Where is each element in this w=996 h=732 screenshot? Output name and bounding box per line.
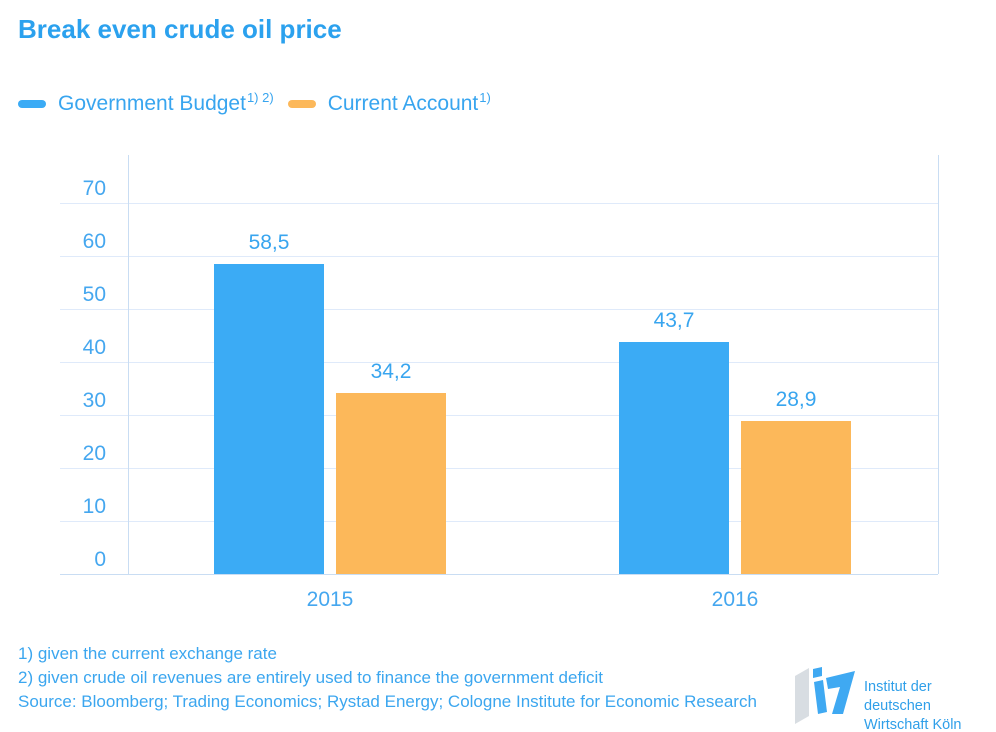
ytick-label-0: 0	[94, 548, 106, 571]
ytick-label-10: 10	[82, 495, 106, 518]
gridline-60	[60, 256, 938, 257]
page-title: Break even crude oil price	[18, 14, 342, 44]
footnote-2: 2) given crude oil revenues are entirely…	[18, 668, 603, 687]
gridline-40	[60, 362, 938, 363]
y-axis-line	[128, 155, 129, 574]
value-label-current-account-2015: 34,2	[370, 359, 412, 383]
category-label-2016: 2016	[711, 588, 759, 611]
gridline-70	[60, 203, 938, 204]
bar-government-budget-2016	[619, 342, 729, 574]
ytick-label-20: 20	[82, 442, 106, 465]
plot-right-line	[938, 155, 939, 574]
gridline-10	[60, 521, 938, 522]
logo-text-line1: Institut der deutschen	[864, 679, 932, 714]
chart-legend: Government Budget 1) 2) Current Account …	[18, 89, 491, 116]
gridline-30	[60, 415, 938, 416]
bar-current-account-2016	[741, 420, 851, 574]
value-label-current-account-2016: 28,9	[775, 387, 817, 411]
ytick-label-70: 70	[82, 177, 106, 200]
gridline-20	[60, 468, 938, 469]
source-line: Source: Bloomberg; Trading Economics; Ry…	[18, 692, 757, 711]
gridline-0	[60, 574, 938, 575]
category-label-2015: 2015	[306, 588, 354, 611]
legend-label: Current Account	[327, 92, 479, 115]
legend-footnote-marker: 1) 2)	[246, 89, 274, 105]
bar-current-account-2015	[336, 392, 446, 574]
legend-swatch-orange	[287, 100, 316, 108]
gridline-50	[60, 309, 938, 310]
value-label-government-budget-2016: 43,7	[653, 309, 695, 333]
ytick-label-30: 30	[82, 389, 106, 412]
bar-government-budget-2015	[214, 263, 324, 574]
ytick-label-60: 60	[82, 230, 106, 253]
ytick-label-50: 50	[82, 283, 106, 306]
footnote-1: 1) given the current exchange rate	[18, 644, 277, 663]
ytick-label-40: 40	[82, 336, 106, 359]
logo-text: Institut der deutschen Wirtschaft Köln	[864, 678, 996, 732]
legend-item-current-account: Current Account 1)	[287, 89, 491, 116]
legend-label: Government Budget	[58, 92, 246, 115]
legend-swatch-blue	[18, 100, 46, 108]
value-label-government-budget-2015: 58,5	[248, 230, 290, 254]
legend-item-government-budget: Government Budget 1) 2)	[18, 89, 274, 116]
iw-koeln-logo-icon	[795, 667, 855, 724]
footnotes-block: 1) given the current exchange rate 2) gi…	[18, 642, 757, 714]
logo-text-line2: Wirtschaft Köln	[864, 717, 962, 732]
legend-footnote-marker: 1)	[479, 89, 491, 105]
